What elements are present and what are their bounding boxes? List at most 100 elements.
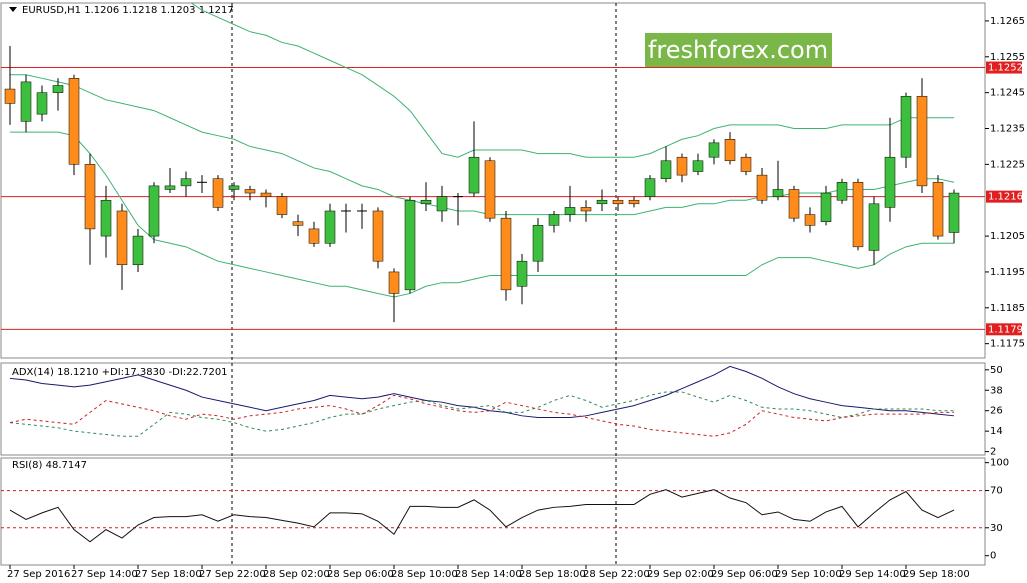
- candle-body: [36, 92, 48, 115]
- candle-body: [596, 199, 608, 205]
- x-tick-label: 28 Sep 06:00: [327, 569, 394, 580]
- main-title: EURUSD,H1 1.1206 1.1218 1.1203 1.1217: [22, 5, 234, 16]
- candle-body: [468, 156, 480, 194]
- level-tag: [986, 190, 1022, 203]
- level-tag-label: 1.1252: [988, 63, 1023, 74]
- candle-body: [516, 260, 528, 287]
- candle-body: [660, 160, 672, 179]
- candle-body: [500, 217, 512, 291]
- candle-body: [548, 214, 560, 226]
- candle-body: [404, 199, 416, 291]
- level-tag-label: 1.1216: [988, 192, 1023, 203]
- y-tick-label: 1.1255: [990, 52, 1025, 63]
- candle-body: [564, 207, 576, 215]
- candle-body: [100, 199, 112, 237]
- y-tick-label: 38: [990, 385, 1003, 396]
- candle-body: [852, 182, 864, 248]
- x-tick-label: 27 Sep 22:00: [199, 569, 266, 580]
- candle-body: [20, 81, 32, 122]
- x-tick-label: 28 Sep 22:00: [583, 569, 650, 580]
- candle-body: [484, 160, 496, 219]
- candle-body: [292, 221, 304, 226]
- candle-body: [308, 228, 320, 244]
- series-line: [10, 131, 954, 298]
- x-tick-label: 28 Sep 18:00: [519, 569, 586, 580]
- x-tick-label: 27 Sep 2016: [7, 569, 70, 580]
- candle-body: [228, 185, 240, 190]
- candle-body: [644, 178, 656, 197]
- watermark-box: [645, 33, 832, 68]
- candle-body: [116, 210, 128, 266]
- candle-body: [932, 182, 944, 237]
- x-tick-label: 27 Sep 14:00: [71, 569, 138, 580]
- series-line: [9, 394, 954, 437]
- candle-body: [820, 192, 832, 222]
- candle-body: [788, 189, 800, 219]
- candle-body: [68, 78, 80, 165]
- plot-area: [1, 3, 985, 330]
- y-tick-label: 1.1245: [990, 88, 1025, 99]
- candle-body: [916, 95, 928, 187]
- candle-body: [148, 185, 160, 237]
- x-tick-label: 29 Sep 18:00: [903, 569, 970, 580]
- candle-body: [676, 156, 688, 176]
- candle-body: [804, 214, 816, 226]
- candle-body: [84, 164, 96, 230]
- y-tick-label: 1.1235: [990, 124, 1025, 135]
- y-tick-label: 0: [990, 551, 996, 562]
- series-line: [190, 3, 954, 158]
- y-tick-label: 2: [990, 447, 996, 458]
- y-tick-label: 1.1195: [990, 267, 1025, 278]
- candle-body: [948, 192, 960, 233]
- x-tick-label: 29 Sep 02:00: [647, 569, 714, 580]
- y-tick-label: 1.1225: [990, 159, 1025, 170]
- candle-body: [772, 189, 784, 197]
- candle-body: [612, 199, 624, 205]
- candle-body: [628, 199, 640, 205]
- watermark: freshforex.com: [648, 36, 828, 64]
- rsi-panel: [0, 457, 986, 566]
- y-tick-label: 50: [990, 365, 1003, 376]
- adx-title: ADX(14) 18.1210 +DI:17.3830 -DI:22.7201: [12, 367, 228, 378]
- candle-body: [436, 196, 448, 212]
- x-tick-label: 29 Sep 14:00: [839, 569, 906, 580]
- x-tick-label: 29 Sep 10:00: [775, 569, 842, 580]
- menu-arrow: [9, 7, 17, 12]
- candle-body: [708, 142, 720, 158]
- candle-body: [532, 225, 544, 262]
- y-tick-label: 1.1175: [990, 339, 1025, 350]
- y-tick-label: 14: [990, 426, 1003, 437]
- candle-body: [372, 210, 384, 262]
- x-tick-label: 29 Sep 06:00: [711, 569, 778, 580]
- candle-body: [4, 88, 16, 104]
- candle-body: [244, 189, 256, 194]
- candle-body: [884, 156, 896, 208]
- candle-body: [388, 271, 400, 294]
- candle-body: [900, 95, 912, 158]
- candle-body: [836, 182, 848, 201]
- candle-body: [212, 178, 224, 208]
- rsi-title: RSI(8) 48.7147: [12, 460, 87, 471]
- y-tick-label: 1.1205: [990, 231, 1025, 242]
- candle-body: [420, 199, 432, 205]
- candle-body: [164, 185, 176, 190]
- y-tick-label: 1.1185: [990, 303, 1025, 314]
- x-tick-label: 28 Sep 14:00: [455, 569, 522, 580]
- series-line: [9, 365, 955, 419]
- y-tick-label: 1.1265: [990, 16, 1025, 27]
- candle-body: [180, 178, 192, 187]
- candle-body: [580, 207, 592, 212]
- y-tick-label: 26: [990, 406, 1003, 417]
- candle-body: [132, 235, 144, 266]
- y-tick-label: 70: [990, 486, 1003, 497]
- y-tick-label: 30: [990, 523, 1003, 534]
- candle-body: [276, 196, 288, 215]
- level-tag-label: 1.1179: [988, 324, 1023, 335]
- plot-area: [1, 489, 985, 543]
- candle-body: [260, 192, 272, 197]
- candle-body: [740, 156, 752, 172]
- x-tick-label: 28 Sep 10:00: [391, 569, 458, 580]
- y-tick-label: 100: [990, 458, 1009, 469]
- series-line: [9, 489, 955, 543]
